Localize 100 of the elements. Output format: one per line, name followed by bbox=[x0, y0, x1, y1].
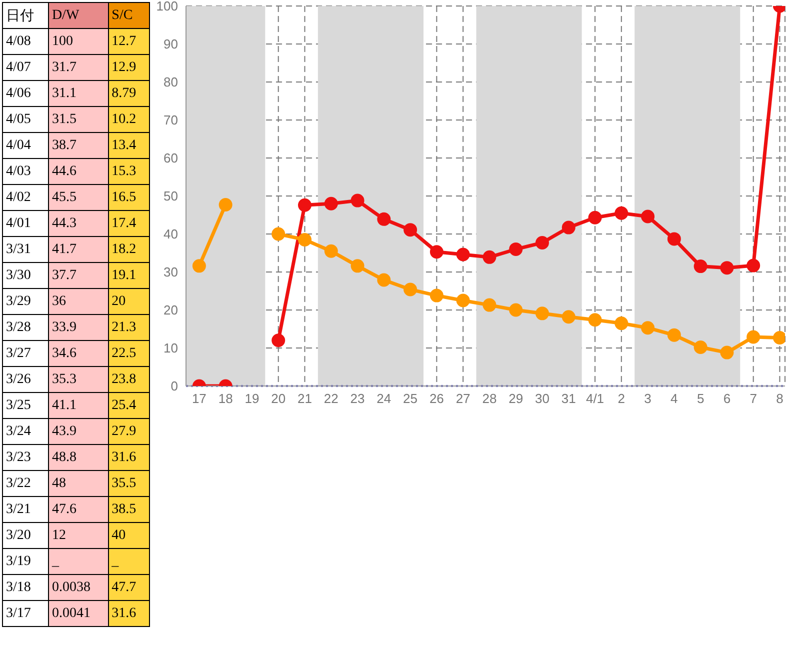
text: 27.9 bbox=[108, 418, 150, 444]
y-tick-label: 90 bbox=[164, 36, 178, 52]
y-tick-label: 50 bbox=[164, 188, 178, 204]
text: 36 bbox=[48, 288, 108, 314]
x-tick-label: 24 bbox=[376, 391, 392, 406]
text: 8.79 bbox=[108, 80, 150, 106]
point bbox=[772, 330, 785, 344]
text: 47.7 bbox=[108, 574, 150, 600]
point bbox=[430, 288, 444, 302]
x-tick-label: 26 bbox=[429, 391, 444, 406]
point bbox=[298, 198, 312, 212]
text: 31.6 bbox=[108, 600, 150, 626]
point bbox=[324, 196, 338, 210]
text: 35.3 bbox=[48, 366, 108, 392]
text: 3/17 bbox=[2, 600, 48, 626]
text: 4/06 bbox=[2, 80, 48, 106]
text: 21.3 bbox=[108, 314, 150, 340]
text: 3/24 bbox=[2, 418, 48, 444]
y-tick-label: 70 bbox=[164, 112, 178, 128]
category-label: D/W bbox=[48, 2, 108, 28]
y-tick-label: 100 bbox=[156, 0, 178, 14]
point bbox=[509, 303, 523, 317]
text: 33.9 bbox=[48, 314, 108, 340]
point bbox=[456, 248, 470, 262]
text: 25.4 bbox=[108, 392, 150, 418]
y-tick-label: 30 bbox=[164, 264, 178, 280]
point bbox=[482, 250, 496, 264]
text: 4/07 bbox=[2, 54, 48, 80]
text: 3/28 bbox=[2, 314, 48, 340]
point bbox=[535, 236, 549, 250]
x-tick-label: 31 bbox=[561, 391, 576, 406]
point bbox=[456, 294, 470, 308]
text: 3/19 bbox=[2, 548, 48, 574]
point bbox=[377, 273, 391, 287]
text: 15.3 bbox=[108, 158, 150, 184]
text: 23.8 bbox=[108, 366, 150, 392]
text: 4/05 bbox=[2, 106, 48, 132]
y-tick-label: 40 bbox=[164, 226, 178, 242]
point bbox=[588, 210, 602, 224]
text: 22.5 bbox=[108, 340, 150, 366]
x-tick-label: 23 bbox=[350, 391, 365, 406]
y-tick-label: 20 bbox=[164, 302, 178, 318]
text: 4/04 bbox=[2, 132, 48, 158]
category-label: 日付 bbox=[2, 2, 48, 28]
point bbox=[482, 298, 496, 312]
text: 4/08 bbox=[2, 28, 48, 54]
text: 0.0038 bbox=[48, 574, 108, 600]
point bbox=[404, 282, 418, 296]
text: 3/18 bbox=[2, 574, 48, 600]
x-tick-label: 19 bbox=[244, 391, 260, 406]
text: 40 bbox=[108, 522, 150, 548]
text: 45.5 bbox=[48, 184, 108, 210]
text: 44.6 bbox=[48, 158, 108, 184]
text: 3/30 bbox=[2, 262, 48, 288]
text: 4/02 bbox=[2, 184, 48, 210]
text: 3/31 bbox=[2, 236, 48, 262]
text: 48.8 bbox=[48, 444, 108, 470]
point bbox=[667, 328, 681, 342]
x-tick-label: 5 bbox=[696, 391, 704, 406]
point bbox=[720, 346, 734, 360]
point bbox=[430, 245, 444, 259]
point bbox=[746, 330, 760, 344]
text: 3/22 bbox=[2, 470, 48, 496]
point bbox=[667, 232, 681, 246]
text: 100 bbox=[48, 28, 108, 54]
text: 31.1 bbox=[48, 80, 108, 106]
x-tick-label: 18 bbox=[218, 391, 233, 406]
x-tick-label: 7 bbox=[750, 391, 757, 406]
point bbox=[509, 242, 523, 256]
text: 3/20 bbox=[2, 522, 48, 548]
text: 4/03 bbox=[2, 158, 48, 184]
x-tick-label: 8 bbox=[776, 391, 784, 406]
point bbox=[694, 340, 708, 354]
point bbox=[641, 321, 655, 335]
text: 18.2 bbox=[108, 236, 150, 262]
point bbox=[562, 310, 576, 324]
text: 35.5 bbox=[108, 470, 150, 496]
point bbox=[272, 334, 286, 348]
text: 47.6 bbox=[48, 496, 108, 522]
text: 3/29 bbox=[2, 288, 48, 314]
point bbox=[272, 227, 286, 241]
point bbox=[535, 306, 549, 320]
y-tick-label: 60 bbox=[164, 150, 178, 166]
x-tick-label: 28 bbox=[482, 391, 497, 406]
x-tick-label: 30 bbox=[535, 391, 550, 406]
x-tick-label: 21 bbox=[298, 391, 312, 406]
text: 37.7 bbox=[48, 262, 108, 288]
text: 31.5 bbox=[48, 106, 108, 132]
point bbox=[614, 206, 628, 220]
text: 3/25 bbox=[2, 392, 48, 418]
x-tick-label: 22 bbox=[324, 391, 338, 406]
point bbox=[324, 244, 338, 258]
x-tick-label: 27 bbox=[456, 391, 470, 406]
x-tick-label: 20 bbox=[271, 391, 286, 406]
text: 3/26 bbox=[2, 366, 48, 392]
text: 16.5 bbox=[108, 184, 150, 210]
point bbox=[350, 259, 364, 273]
text: _ bbox=[48, 548, 108, 574]
point bbox=[404, 223, 418, 237]
text: 38.7 bbox=[48, 132, 108, 158]
